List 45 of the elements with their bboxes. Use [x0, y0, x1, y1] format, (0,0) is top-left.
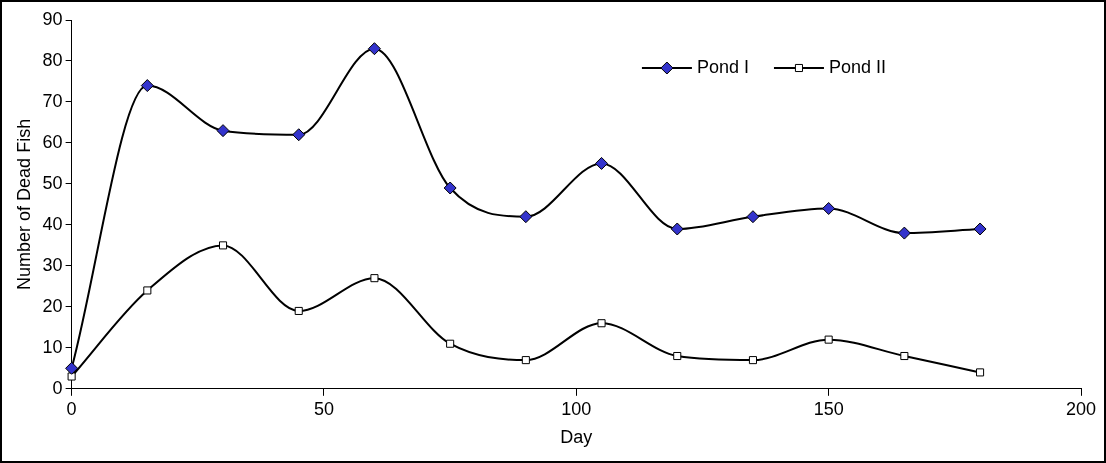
point [822, 202, 836, 215]
point [218, 241, 228, 250]
x-tick-label: 0 [66, 398, 77, 419]
y-tick-label: 30 [42, 254, 63, 275]
point [748, 356, 757, 365]
point [140, 79, 154, 93]
point [824, 335, 833, 344]
legend-label: Pond II [828, 56, 887, 77]
point [521, 356, 530, 365]
point [67, 372, 76, 381]
point [595, 156, 609, 170]
point [292, 128, 306, 142]
point [897, 226, 911, 240]
point [900, 351, 909, 361]
point [65, 361, 79, 375]
point [216, 124, 230, 138]
point [670, 222, 684, 236]
y-tick-label: 40 [42, 213, 63, 234]
point [597, 319, 606, 328]
y-tick-label: 20 [42, 295, 63, 316]
x-axis-title: Day [560, 427, 593, 448]
y-tick-label: 0 [52, 377, 63, 398]
point [446, 339, 455, 348]
x-tick-label: 50 [313, 398, 334, 419]
y-tick-label: 60 [42, 131, 63, 152]
point [370, 274, 379, 283]
point [976, 368, 985, 377]
x-tick-label: 100 [561, 398, 592, 419]
point [143, 286, 152, 295]
y-tick-label: 70 [42, 90, 63, 111]
y-axis-title: Number of Dead Fish [13, 118, 34, 290]
y-tick-label: 90 [42, 8, 63, 29]
point [367, 42, 381, 56]
point [673, 351, 682, 361]
y-tick-label: 10 [42, 336, 63, 357]
x-tick-label: 150 [813, 398, 844, 419]
point [973, 222, 987, 236]
y-tick-label: 80 [42, 49, 63, 70]
y-tick-label: 50 [42, 172, 63, 193]
x-tick-label: 200 [1065, 398, 1097, 419]
point [294, 306, 303, 315]
legend-label: Pond I [696, 56, 749, 77]
point [746, 210, 760, 224]
point [519, 210, 533, 224]
point [443, 181, 457, 195]
